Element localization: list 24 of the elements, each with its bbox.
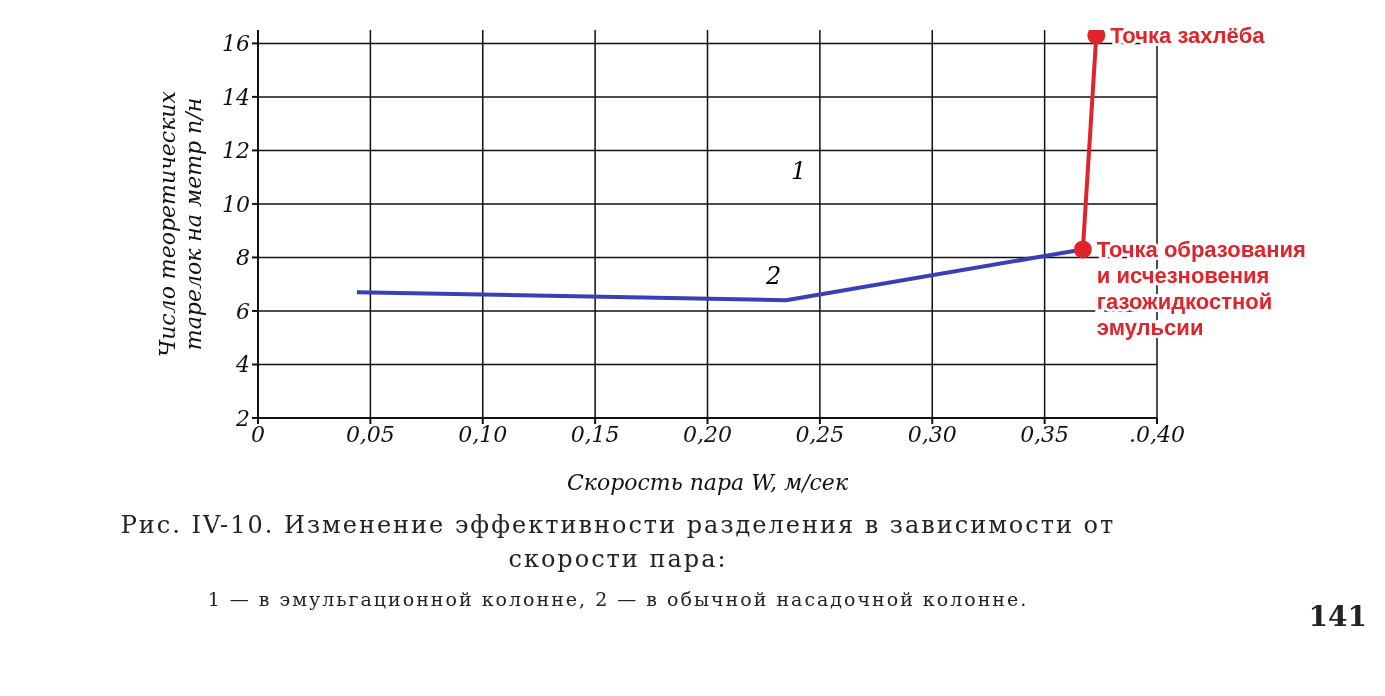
x-tick-label: 0,05	[345, 421, 395, 447]
x-tick-label: 0,30	[907, 421, 957, 447]
y-tick-label: 4	[235, 352, 250, 378]
y-tick-label: 16	[222, 31, 250, 57]
y-tick-label: 8	[236, 245, 250, 271]
y-tick-label: 14	[222, 84, 250, 110]
y-tick-label: 2	[235, 405, 250, 431]
x-tick-label: .0,40	[1129, 421, 1185, 447]
annotation: 1	[788, 157, 810, 185]
x-tick-label: 0,35	[1020, 421, 1070, 447]
x-axis-title: Скорость пара W, м/сек	[566, 470, 849, 495]
x-tick-label: 0,20	[683, 421, 732, 447]
x-tick-label: 0	[251, 421, 265, 447]
x-tick-label: 0,15	[570, 421, 620, 447]
x-tick-label: 0,25	[795, 421, 845, 447]
y-tick-label: 12	[222, 138, 250, 164]
y-tick-label: 10	[222, 191, 250, 217]
text: 141	[1308, 600, 1367, 633]
text: 1 — в эмульгационной колонне, 2 — в обычной насадочной колонне.	[206, 587, 1030, 612]
y-axis-title: Число теоретических тарелок на метр п/н	[155, 90, 206, 357]
text: Рис. IV-10. Изменение эффективности разделения в зависимости от скорости пара:	[119, 510, 1117, 575]
annotation: 2	[763, 262, 785, 290]
y-tick-label: 6	[236, 298, 250, 324]
x-tick-label: 0,10	[458, 421, 508, 447]
